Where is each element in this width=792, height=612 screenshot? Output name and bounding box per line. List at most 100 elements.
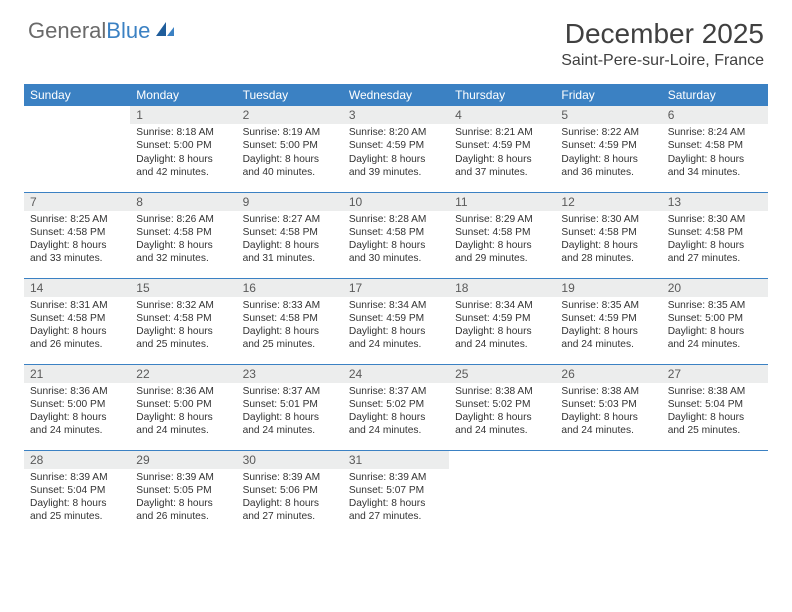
daylight-text: Daylight: 8 hours bbox=[455, 325, 549, 338]
sunrise-text: Sunrise: 8:30 AM bbox=[668, 213, 762, 226]
day-number: 14 bbox=[24, 279, 130, 297]
sunrise-text: Sunrise: 8:39 AM bbox=[243, 471, 337, 484]
sunset-text: Sunset: 4:58 PM bbox=[668, 139, 762, 152]
day-content: Sunrise: 8:38 AMSunset: 5:03 PMDaylight:… bbox=[555, 383, 661, 442]
daylight-text: and 36 minutes. bbox=[561, 166, 655, 179]
calendar-day-cell: 22Sunrise: 8:36 AMSunset: 5:00 PMDayligh… bbox=[130, 364, 236, 450]
calendar-day-cell: . bbox=[555, 450, 661, 536]
calendar-day-cell: 24Sunrise: 8:37 AMSunset: 5:02 PMDayligh… bbox=[343, 364, 449, 450]
sunrise-text: Sunrise: 8:18 AM bbox=[136, 126, 230, 139]
daylight-text: and 30 minutes. bbox=[349, 252, 443, 265]
day-number: 30 bbox=[237, 451, 343, 469]
daylight-text: and 29 minutes. bbox=[455, 252, 549, 265]
sunset-text: Sunset: 4:58 PM bbox=[349, 226, 443, 239]
sunset-text: Sunset: 5:00 PM bbox=[30, 398, 124, 411]
day-content: Sunrise: 8:38 AMSunset: 5:02 PMDaylight:… bbox=[449, 383, 555, 442]
day-content: Sunrise: 8:26 AMSunset: 4:58 PMDaylight:… bbox=[130, 211, 236, 270]
day-number: 23 bbox=[237, 365, 343, 383]
day-number: 19 bbox=[555, 279, 661, 297]
day-content: Sunrise: 8:36 AMSunset: 5:00 PMDaylight:… bbox=[24, 383, 130, 442]
sunrise-text: Sunrise: 8:22 AM bbox=[561, 126, 655, 139]
calendar-week-row: .1Sunrise: 8:18 AMSunset: 5:00 PMDayligh… bbox=[24, 106, 768, 192]
day-number: 25 bbox=[449, 365, 555, 383]
calendar-week-row: 14Sunrise: 8:31 AMSunset: 4:58 PMDayligh… bbox=[24, 278, 768, 364]
daylight-text: and 27 minutes. bbox=[243, 510, 337, 523]
day-content: Sunrise: 8:24 AMSunset: 4:58 PMDaylight:… bbox=[662, 124, 768, 183]
weekday-header: Thursday bbox=[449, 84, 555, 106]
daylight-text: Daylight: 8 hours bbox=[561, 239, 655, 252]
calendar-day-cell: 23Sunrise: 8:37 AMSunset: 5:01 PMDayligh… bbox=[237, 364, 343, 450]
sunset-text: Sunset: 5:00 PM bbox=[136, 398, 230, 411]
sunrise-text: Sunrise: 8:34 AM bbox=[455, 299, 549, 312]
sunset-text: Sunset: 5:00 PM bbox=[243, 139, 337, 152]
daylight-text: Daylight: 8 hours bbox=[455, 153, 549, 166]
day-number: 26 bbox=[555, 365, 661, 383]
day-number: 5 bbox=[555, 106, 661, 124]
calendar-day-cell: 16Sunrise: 8:33 AMSunset: 4:58 PMDayligh… bbox=[237, 278, 343, 364]
calendar-day-cell: 21Sunrise: 8:36 AMSunset: 5:00 PMDayligh… bbox=[24, 364, 130, 450]
daylight-text: Daylight: 8 hours bbox=[136, 325, 230, 338]
sunset-text: Sunset: 4:58 PM bbox=[136, 312, 230, 325]
day-content: Sunrise: 8:33 AMSunset: 4:58 PMDaylight:… bbox=[237, 297, 343, 356]
daylight-text: and 26 minutes. bbox=[30, 338, 124, 351]
sunrise-text: Sunrise: 8:26 AM bbox=[136, 213, 230, 226]
calendar-head: SundayMondayTuesdayWednesdayThursdayFrid… bbox=[24, 84, 768, 106]
calendar-week-row: 21Sunrise: 8:36 AMSunset: 5:00 PMDayligh… bbox=[24, 364, 768, 450]
day-number: 15 bbox=[130, 279, 236, 297]
daylight-text: and 24 minutes. bbox=[136, 424, 230, 437]
calendar-day-cell: 4Sunrise: 8:21 AMSunset: 4:59 PMDaylight… bbox=[449, 106, 555, 192]
daylight-text: and 26 minutes. bbox=[136, 510, 230, 523]
sunset-text: Sunset: 4:58 PM bbox=[30, 226, 124, 239]
calendar-day-cell: 15Sunrise: 8:32 AMSunset: 4:58 PMDayligh… bbox=[130, 278, 236, 364]
brand-logo: GeneralBlue bbox=[28, 18, 176, 44]
daylight-text: and 24 minutes. bbox=[243, 424, 337, 437]
sunrise-text: Sunrise: 8:38 AM bbox=[668, 385, 762, 398]
day-content: Sunrise: 8:31 AMSunset: 4:58 PMDaylight:… bbox=[24, 297, 130, 356]
daylight-text: Daylight: 8 hours bbox=[668, 239, 762, 252]
sunset-text: Sunset: 4:58 PM bbox=[668, 226, 762, 239]
sunset-text: Sunset: 4:59 PM bbox=[455, 139, 549, 152]
sunrise-text: Sunrise: 8:38 AM bbox=[561, 385, 655, 398]
daylight-text: and 33 minutes. bbox=[30, 252, 124, 265]
day-content: Sunrise: 8:34 AMSunset: 4:59 PMDaylight:… bbox=[449, 297, 555, 356]
calendar-day-cell: 18Sunrise: 8:34 AMSunset: 4:59 PMDayligh… bbox=[449, 278, 555, 364]
daylight-text: Daylight: 8 hours bbox=[561, 153, 655, 166]
sunrise-text: Sunrise: 8:20 AM bbox=[349, 126, 443, 139]
calendar-day-cell: 28Sunrise: 8:39 AMSunset: 5:04 PMDayligh… bbox=[24, 450, 130, 536]
sunset-text: Sunset: 4:58 PM bbox=[243, 226, 337, 239]
day-number: 13 bbox=[662, 193, 768, 211]
calendar-day-cell: 8Sunrise: 8:26 AMSunset: 4:58 PMDaylight… bbox=[130, 192, 236, 278]
daylight-text: Daylight: 8 hours bbox=[668, 411, 762, 424]
brand-name-2: Blue bbox=[106, 18, 150, 44]
sunset-text: Sunset: 5:00 PM bbox=[668, 312, 762, 325]
daylight-text: and 24 minutes. bbox=[349, 338, 443, 351]
calendar-day-cell: 12Sunrise: 8:30 AMSunset: 4:58 PMDayligh… bbox=[555, 192, 661, 278]
sunset-text: Sunset: 5:04 PM bbox=[668, 398, 762, 411]
calendar-day-cell: 19Sunrise: 8:35 AMSunset: 4:59 PMDayligh… bbox=[555, 278, 661, 364]
day-content: Sunrise: 8:25 AMSunset: 4:58 PMDaylight:… bbox=[24, 211, 130, 270]
day-content: Sunrise: 8:35 AMSunset: 5:00 PMDaylight:… bbox=[662, 297, 768, 356]
daylight-text: and 37 minutes. bbox=[455, 166, 549, 179]
day-number: 29 bbox=[130, 451, 236, 469]
day-number: 2 bbox=[237, 106, 343, 124]
sunrise-text: Sunrise: 8:35 AM bbox=[561, 299, 655, 312]
daylight-text: Daylight: 8 hours bbox=[136, 239, 230, 252]
daylight-text: Daylight: 8 hours bbox=[243, 153, 337, 166]
calendar-day-cell: . bbox=[662, 450, 768, 536]
sunrise-text: Sunrise: 8:36 AM bbox=[30, 385, 124, 398]
day-content: Sunrise: 8:37 AMSunset: 5:02 PMDaylight:… bbox=[343, 383, 449, 442]
daylight-text: Daylight: 8 hours bbox=[668, 153, 762, 166]
day-number: 27 bbox=[662, 365, 768, 383]
sunset-text: Sunset: 5:02 PM bbox=[349, 398, 443, 411]
daylight-text: and 25 minutes. bbox=[136, 338, 230, 351]
daylight-text: and 24 minutes. bbox=[561, 424, 655, 437]
calendar-day-cell: 30Sunrise: 8:39 AMSunset: 5:06 PMDayligh… bbox=[237, 450, 343, 536]
weekday-header: Saturday bbox=[662, 84, 768, 106]
day-content: Sunrise: 8:20 AMSunset: 4:59 PMDaylight:… bbox=[343, 124, 449, 183]
sunrise-text: Sunrise: 8:37 AM bbox=[243, 385, 337, 398]
calendar-day-cell: 20Sunrise: 8:35 AMSunset: 5:00 PMDayligh… bbox=[662, 278, 768, 364]
daylight-text: Daylight: 8 hours bbox=[30, 325, 124, 338]
daylight-text: and 27 minutes. bbox=[349, 510, 443, 523]
calendar-day-cell: . bbox=[449, 450, 555, 536]
daylight-text: and 24 minutes. bbox=[455, 424, 549, 437]
